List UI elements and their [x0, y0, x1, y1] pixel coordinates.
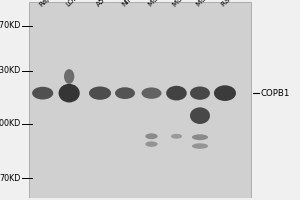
Text: NIH3T3: NIH3T3	[121, 0, 144, 8]
Ellipse shape	[166, 86, 187, 100]
Ellipse shape	[32, 87, 53, 100]
Ellipse shape	[142, 87, 161, 99]
Ellipse shape	[58, 84, 80, 102]
Ellipse shape	[214, 85, 236, 101]
Ellipse shape	[145, 141, 158, 147]
Text: 170KD: 170KD	[0, 21, 21, 30]
Text: 130KD: 130KD	[0, 66, 21, 75]
Text: 70KD: 70KD	[0, 174, 21, 183]
Text: LO2: LO2	[65, 0, 79, 8]
Ellipse shape	[171, 134, 182, 139]
Text: A549: A549	[96, 0, 113, 8]
Ellipse shape	[64, 69, 74, 84]
Text: 100KD: 100KD	[0, 119, 21, 128]
Text: Raji: Raji	[38, 0, 52, 8]
Ellipse shape	[89, 86, 111, 100]
Ellipse shape	[145, 133, 158, 139]
Text: COPB1: COPB1	[260, 89, 290, 98]
Bar	[29, 2, 251, 198]
Ellipse shape	[192, 143, 208, 149]
Ellipse shape	[115, 87, 135, 99]
Ellipse shape	[192, 134, 208, 140]
Text: Rat liver: Rat liver	[221, 0, 246, 8]
Text: Mouse liver: Mouse liver	[196, 0, 229, 8]
Ellipse shape	[190, 86, 210, 100]
Ellipse shape	[190, 107, 210, 124]
Text: Mouse heart: Mouse heart	[147, 0, 183, 8]
Text: Mouse kidney: Mouse kidney	[172, 0, 212, 8]
